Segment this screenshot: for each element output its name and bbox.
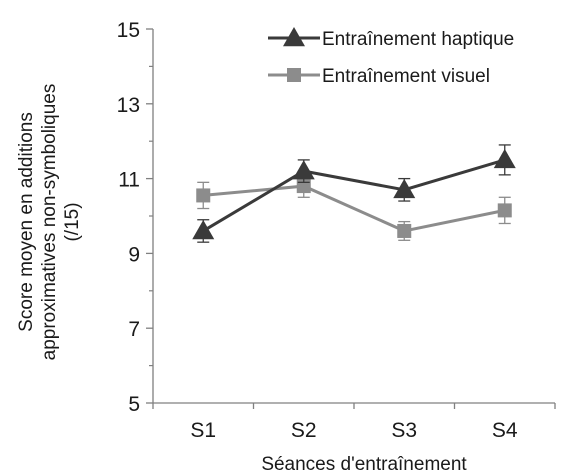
data-point	[397, 223, 412, 238]
series-layer	[192, 144, 516, 243]
series-line	[203, 184, 506, 233]
y-tick-label: 9	[128, 243, 140, 266]
data-point	[292, 160, 315, 180]
legend-marker	[283, 27, 305, 47]
data-point	[493, 148, 516, 169]
x-tick-label: S2	[291, 419, 317, 442]
y-axis-title-line-3: (/15)	[62, 202, 83, 241]
legend-item: Entraînement visuel	[268, 66, 490, 87]
data-point	[192, 219, 215, 240]
data-point	[497, 203, 512, 218]
x-axis-title: Séances d'entraînement	[261, 454, 467, 475]
y-tick-label: 13	[117, 94, 140, 117]
y-tick-label: 5	[128, 393, 140, 416]
legend-label: Entraînement visuel	[322, 66, 490, 87]
data-point	[393, 178, 416, 199]
y-tick-label: 11	[118, 169, 140, 192]
legend: Entraînement haptique Entraînement visuel	[268, 27, 514, 87]
legend-marker	[287, 68, 301, 82]
data-point	[196, 188, 211, 203]
legend-item: Entraînement haptique	[268, 27, 514, 50]
x-tick-label: S3	[391, 419, 417, 442]
axes: 5 7 9 11 13 15 S1 S2 S3 S4	[117, 19, 556, 442]
y-tick-label: 15	[117, 19, 140, 42]
y-axis-title-line-1: Score moyen en additions	[16, 112, 37, 332]
x-tick-label: S1	[190, 419, 216, 442]
legend-label: Entraînement haptique	[322, 29, 514, 50]
series-haptique	[192, 144, 516, 243]
x-tick-label: S4	[492, 419, 518, 442]
series-line	[202, 158, 506, 233]
y-axis-title-line-2: approximatives non-symboliques	[39, 84, 60, 361]
y-tick-label: 7	[128, 318, 140, 341]
y-axis-title: Score moyen en additions approximatives …	[16, 84, 83, 361]
